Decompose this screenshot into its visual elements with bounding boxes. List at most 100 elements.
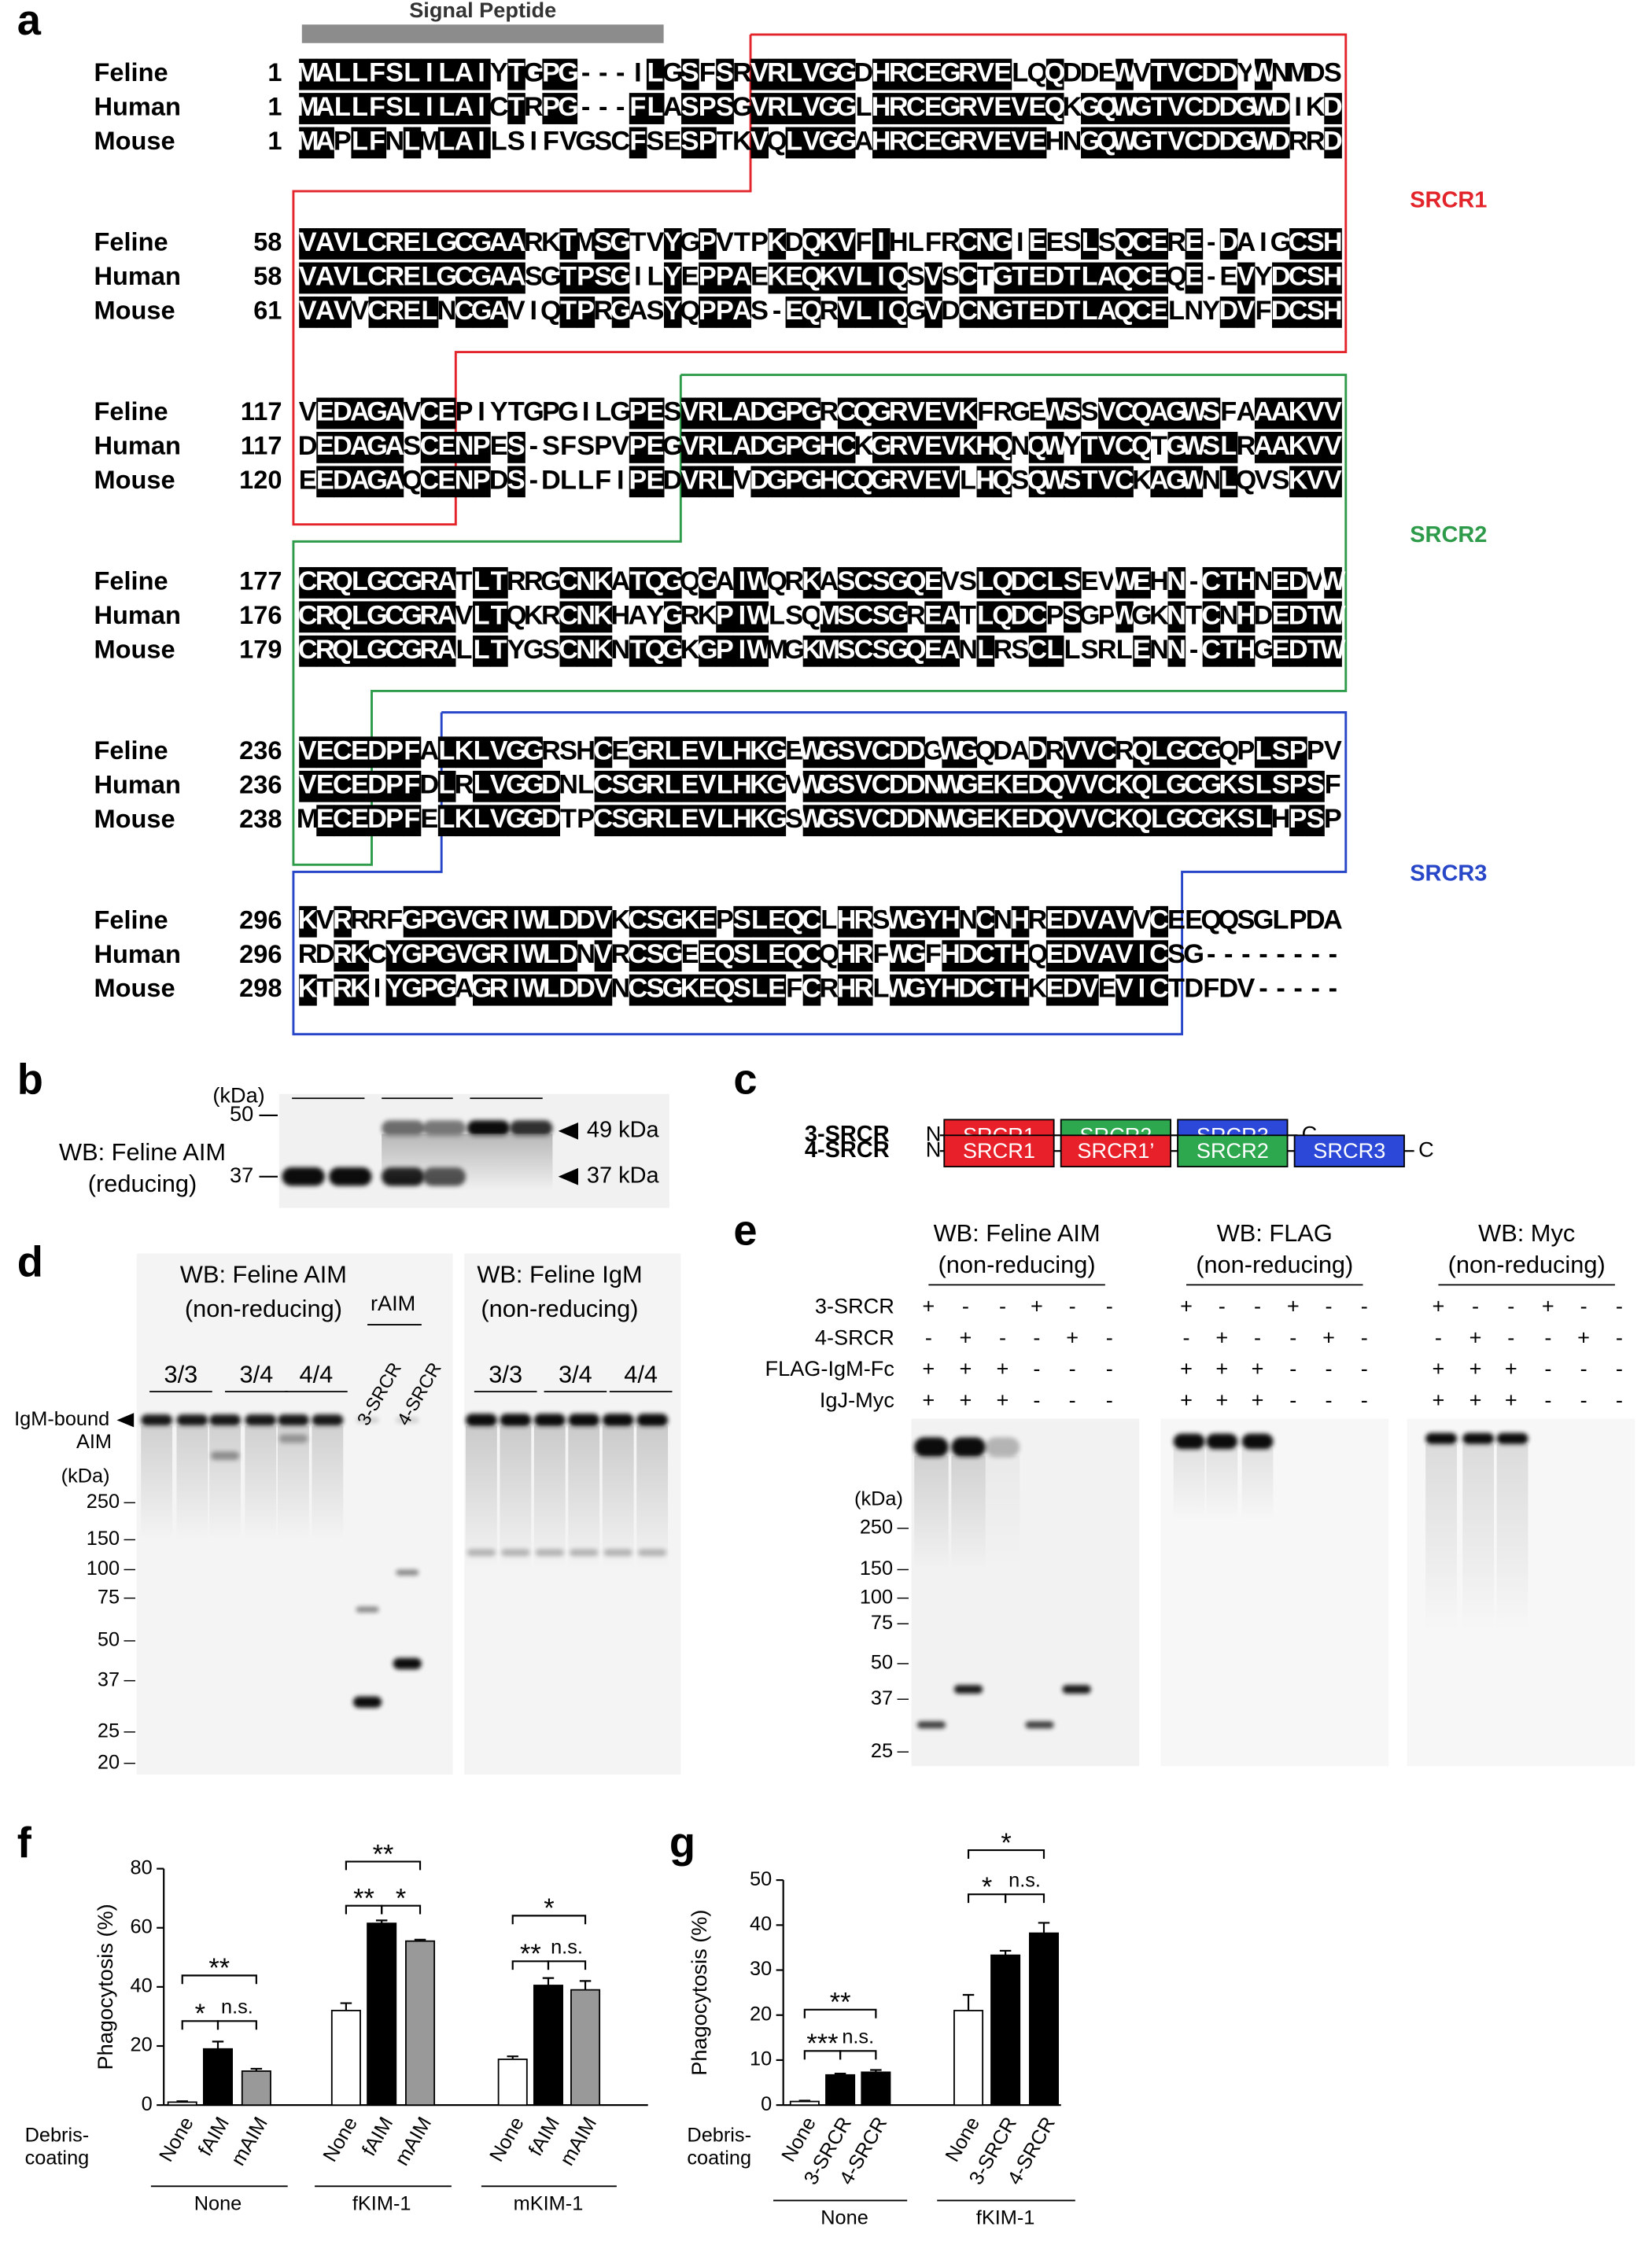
conserved-residue: [890, 770, 908, 802]
residue: P: [1237, 735, 1255, 765]
lane-group: 3/4: [559, 1360, 592, 1388]
conserved-residue: [299, 228, 317, 260]
conserved-residue: [1272, 635, 1290, 667]
conserved-residue: [1011, 905, 1030, 938]
conserved-residue: [837, 297, 856, 328]
significance-bracket: [803, 2008, 877, 2018]
conserved-residue: [1289, 397, 1307, 429]
residue: S: [872, 905, 891, 935]
residue: T: [1151, 58, 1167, 88]
residue: S: [837, 635, 855, 665]
residue: A: [1010, 735, 1030, 765]
residue: E: [316, 735, 334, 765]
conserved-residue: [577, 905, 596, 938]
conserved-residue: [299, 635, 317, 667]
residue: S: [594, 262, 612, 292]
residue: C: [1289, 227, 1308, 257]
conserved-residue: [681, 905, 699, 938]
residue: G: [905, 296, 927, 326]
conserved-residue: [299, 127, 317, 159]
residue: S: [1237, 770, 1255, 800]
conserved-residue: [420, 940, 439, 972]
conserved-residue: [1150, 58, 1169, 90]
residue: E: [1098, 974, 1116, 1004]
conserved-residue: [351, 466, 370, 498]
residue: V: [1098, 431, 1116, 461]
band: [535, 1549, 564, 1557]
conserved-residue: [577, 974, 596, 1006]
residue: R: [698, 431, 717, 461]
conserved-residue: [403, 297, 422, 328]
residue: L: [873, 974, 890, 1004]
residue: P: [716, 262, 734, 292]
residue: L: [491, 127, 507, 157]
residue: V: [907, 431, 925, 461]
residue: T: [560, 227, 577, 257]
conserved-residue: [351, 974, 370, 1006]
conserved-residue: [455, 58, 474, 90]
conserved-residue: [420, 228, 439, 260]
conserved-residue: [629, 905, 647, 938]
conserved-residue: [716, 397, 734, 429]
residue: H: [1045, 127, 1065, 157]
conserved-residue: [507, 770, 525, 802]
panel-letter: a: [17, 0, 42, 44]
conserved-residue: [785, 297, 804, 328]
conserved-residue: [907, 58, 925, 90]
residue: V: [351, 296, 369, 326]
residue: G: [506, 804, 527, 834]
conserved-residue: [1133, 228, 1151, 260]
residue: D: [559, 974, 578, 1004]
conserved-residue: [1237, 93, 1256, 124]
residue: A: [1254, 431, 1274, 461]
conserved-residue: [1115, 228, 1134, 260]
residue: A: [610, 566, 630, 596]
conserved-residue: [716, 431, 734, 463]
conserved-residue: [768, 736, 787, 769]
residue: D: [1219, 92, 1238, 122]
residue: C: [1184, 58, 1204, 88]
conserved-residue: [924, 805, 942, 837]
conserved-residue: [854, 297, 873, 328]
sequence: RDRKCYGPGVGR IWLDNVRCSGEEQSLEQCQHRFWGFHDC…: [298, 939, 1337, 969]
residue: C: [593, 735, 613, 765]
residue: K: [1063, 92, 1082, 122]
residue: R: [298, 939, 318, 969]
conserved-residue: [837, 228, 856, 260]
residue: V: [1115, 905, 1134, 935]
residue: -: [1207, 939, 1215, 969]
bar: [202, 2048, 233, 2107]
conserved-residue: [699, 93, 717, 124]
conserved-residue: [334, 297, 352, 328]
conserved-residue: [890, 940, 908, 972]
conserved-residue: [976, 905, 995, 938]
residue: D: [906, 735, 926, 765]
conserved-residue: [1272, 431, 1290, 463]
conserved-residue: [1185, 770, 1204, 802]
residue: Q: [1097, 92, 1118, 122]
residue: G: [940, 58, 961, 88]
marker-label: 50: [871, 1652, 893, 1674]
residue: S: [785, 804, 803, 834]
residue: V: [299, 296, 317, 326]
residue: V: [455, 600, 474, 630]
conserved-residue: [646, 93, 665, 124]
residue: D: [1010, 600, 1030, 630]
residue: Q: [1027, 58, 1048, 88]
residue: M: [418, 127, 441, 157]
residue: W: [1251, 92, 1277, 122]
residue: R: [1236, 431, 1256, 461]
blot-title: WB: FLAG: [1217, 1219, 1333, 1247]
residue: A: [350, 397, 370, 427]
conserved-residue: [872, 228, 891, 260]
bar: [861, 2071, 891, 2107]
significance-label: ***: [806, 2029, 838, 2059]
residue: S: [750, 296, 769, 326]
residue: F: [595, 465, 611, 495]
residue: S: [837, 735, 855, 765]
conserved-residue: [1045, 466, 1064, 498]
residue: Q: [1218, 735, 1239, 765]
marker-label: 50: [98, 1629, 120, 1651]
sign: -: [1544, 1388, 1551, 1412]
conserved-residue: [942, 93, 960, 124]
